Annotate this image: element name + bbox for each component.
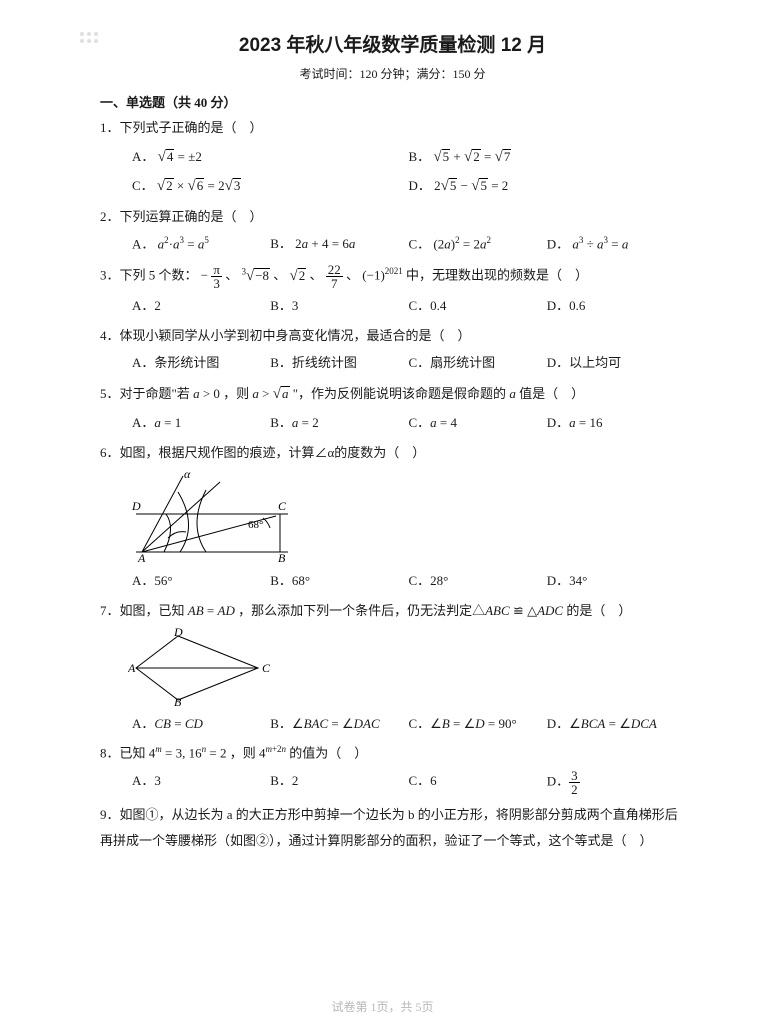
svg-text:D: D: [173, 628, 183, 639]
question-6-stem: 6．如图，根据尺规作图的痕迹，计算∠α的度数为（ ）: [100, 442, 685, 464]
question-4-stem: 4．体现小颖同学从小学到初中身高变化情况，最适合的是（ ）: [100, 325, 685, 347]
q3-option-c: C．0.4: [409, 294, 547, 319]
q7-option-c: C．∠B = ∠D = 90°: [409, 712, 547, 737]
q3-option-d: D．0.6: [547, 294, 685, 319]
page-title: 2023 年秋八年级数学质量检测 12 月: [100, 30, 685, 57]
svg-text:C: C: [278, 499, 287, 513]
question-5-stem: 5．对于命题"若 a > 0 ，则 a > √a "，作为反例能说明该命题是假命…: [100, 382, 685, 408]
q1-option-b: B． √5 + √2 = √7: [409, 143, 686, 172]
question-7-figure: A B C D: [128, 628, 685, 708]
q5-option-d: D．a = 16: [547, 411, 685, 436]
q5-option-a: A．a = 1: [132, 411, 270, 436]
svg-text:B: B: [174, 695, 182, 708]
question-2-stem: 2．下列运算正确的是（ ）: [100, 206, 685, 228]
question-2-options: A． a2·a3 = a5 B． 2a + 4 = 6a C． (2a)2 = …: [132, 232, 685, 257]
svg-text:C: C: [262, 661, 271, 675]
q4-option-a: A．条形统计图: [132, 351, 270, 376]
question-3-options: A．2 B．3 C．0.4 D．0.6: [132, 294, 685, 319]
q8-option-d: D．32: [547, 769, 685, 796]
q1-option-c: C． √2 × √6 = 2√3: [132, 172, 409, 201]
q2-option-a: A． a2·a3 = a5: [132, 232, 270, 257]
question-8-stem: 8．已知 4m = 3, 16n = 2 ，则 4m+2n 的值为（ ）: [100, 742, 685, 764]
q3-option-b: B．3: [270, 294, 408, 319]
q4-option-d: D．以上均可: [547, 351, 685, 376]
q6-option-a: A．56°: [132, 569, 270, 594]
question-5-options: A．a = 1 B．a = 2 C．a = 4 D．a = 16: [132, 411, 685, 436]
svg-text:α: α: [184, 470, 191, 481]
question-7-stem: 7．如图，已知 AB = AD ，那么添加下列一个条件后，仍无法判定△ABC ≌…: [100, 600, 685, 622]
q2-option-c: C． (2a)2 = 2a2: [409, 232, 547, 257]
question-6-figure: A B C D α 68°: [128, 470, 685, 565]
q2-option-d: D． a3 ÷ a3 = a: [547, 232, 685, 257]
q8-option-b: B．2: [270, 769, 408, 796]
question-1-stem: 1．下列式子正确的是（ ）: [100, 117, 685, 139]
q1-option-a: A． √4 = ±2: [132, 143, 409, 172]
svg-text:68°: 68°: [248, 519, 263, 531]
svg-text:A: A: [137, 551, 146, 565]
q7-option-d: D．∠BCA = ∠DCA: [547, 712, 685, 737]
q6-option-b: B．68°: [270, 569, 408, 594]
q6-option-d: D．34°: [547, 569, 685, 594]
question-7-options: A．CB = CD B．∠BAC = ∠DAC C．∠B = ∠D = 90° …: [132, 712, 685, 737]
q5-option-c: C．a = 4: [409, 411, 547, 436]
drag-handle-dots: [80, 32, 98, 43]
question-3-stem: 3．下列 5 个数： − π3 、 3√−8 、 √2 、 227 、 (−1)…: [100, 263, 685, 290]
svg-text:B: B: [278, 551, 286, 565]
section-heading: 一、单选题（共 40 分）: [100, 92, 685, 111]
page-footer: 试卷第 1页，共 5页: [0, 998, 765, 1015]
svg-text:A: A: [128, 661, 136, 675]
exam-info: 考试时间：120 分钟；满分：150 分: [100, 65, 685, 82]
q2-option-b: B． 2a + 4 = 6a: [270, 232, 408, 257]
question-8-options: A．3 B．2 C．6 D．32: [132, 769, 685, 796]
q1-option-d: D． 2√5 − √5 = 2: [409, 172, 686, 201]
q4-option-c: C．扇形统计图: [409, 351, 547, 376]
q3-option-a: A．2: [132, 294, 270, 319]
q6-option-c: C．28°: [409, 569, 547, 594]
question-6-options: A．56° B．68° C．28° D．34°: [132, 569, 685, 594]
q4-option-b: B．折线统计图: [270, 351, 408, 376]
question-1-options: A． √4 = ±2 B． √5 + √2 = √7 C． √2 × √6 = …: [132, 143, 685, 200]
q7-option-b: B．∠BAC = ∠DAC: [270, 712, 408, 737]
exam-page: 2023 年秋八年级数学质量检测 12 月 考试时间：120 分钟；满分：150…: [0, 0, 765, 1035]
q8-option-a: A．3: [132, 769, 270, 796]
question-9-stem: 9．如图①，从边长为 a 的大正方形中剪掉一个边长为 b 的小正方形，将阴影部分…: [100, 802, 685, 854]
q5-option-b: B．a = 2: [270, 411, 408, 436]
q8-option-c: C．6: [409, 769, 547, 796]
svg-text:D: D: [131, 499, 141, 513]
question-4-options: A．条形统计图 B．折线统计图 C．扇形统计图 D．以上均可: [132, 351, 685, 376]
q7-option-a: A．CB = CD: [132, 712, 270, 737]
